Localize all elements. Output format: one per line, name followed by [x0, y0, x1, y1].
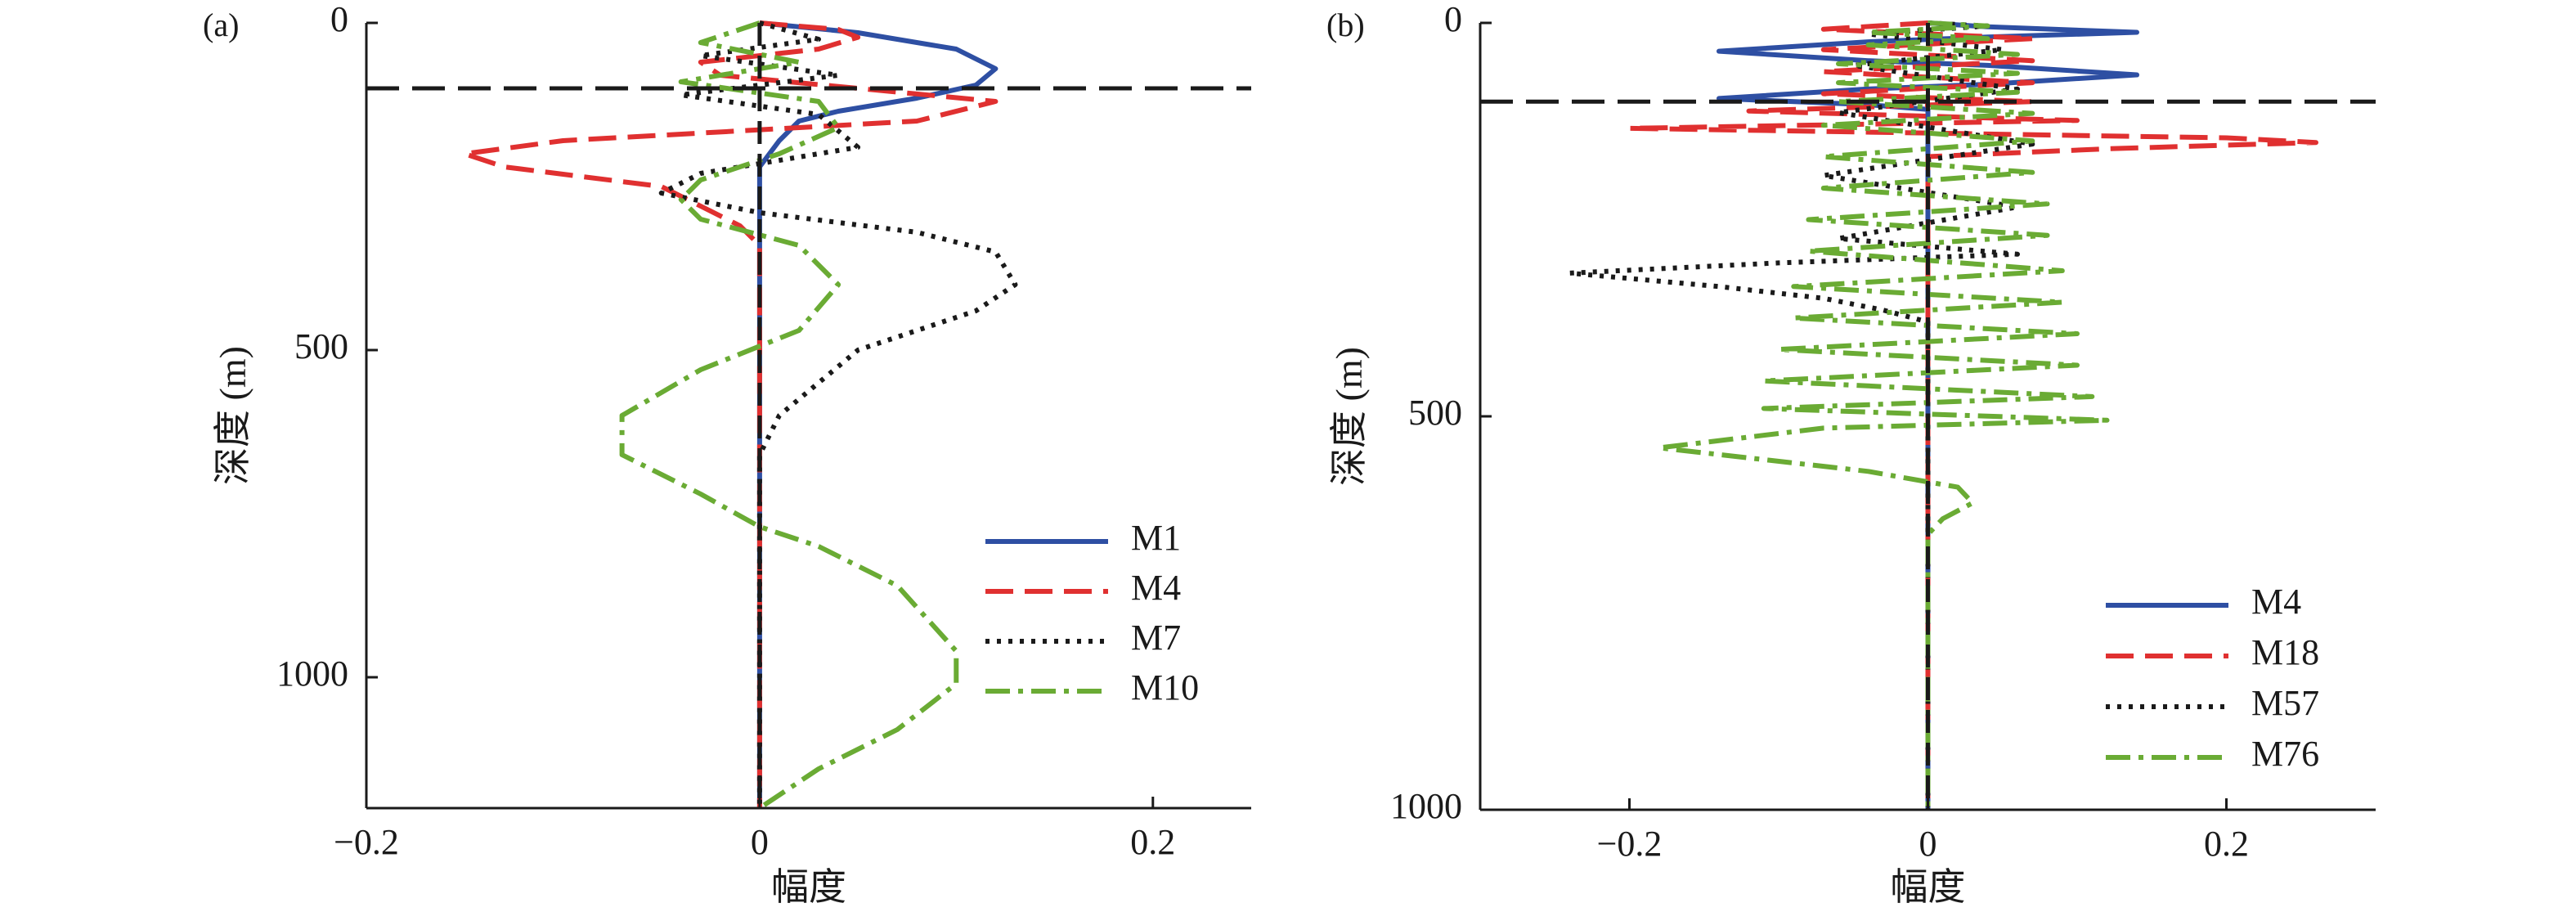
y-tick-label: 0: [330, 0, 348, 39]
series-line-m18: [1627, 20, 2318, 810]
x-tick-label: 0: [1919, 824, 1937, 864]
x-axis-label: 幅度: [1891, 866, 1966, 908]
series-line-m76: [1657, 20, 2110, 810]
x-tick-label: 0.2: [2204, 824, 2249, 864]
panel-b: 0 500 1000 −0.2 0 0.2 幅度 深度 (m) (b) M4 M18 M57 M76: [1326, 0, 2376, 908]
legend-label-m1: M1: [1131, 518, 1181, 558]
panel-a-axes: 0 500 1000 −0.2 0 0.2 幅度 深度 (m) (a): [203, 0, 1251, 908]
panel-label: (b): [1326, 7, 1365, 43]
x-tick-label: −0.2: [1597, 824, 1663, 864]
series-line-m57: [1567, 20, 2035, 810]
legend-label-m4: M4: [2251, 582, 2301, 622]
panel-a: 0 500 1000 −0.2 0 0.2 幅度 深度 (m) (a) M1 M4 M7 M10: [203, 0, 1251, 908]
legend-label-m7: M7: [1131, 618, 1181, 658]
legend-label-m76: M76: [2251, 734, 2319, 774]
series-line-m4: [462, 20, 999, 808]
legend-label-m57: M57: [2251, 683, 2319, 723]
panel-a-legend: M1 M4 M7 M10: [985, 518, 1199, 708]
panel-b-plot-area: [1480, 20, 2376, 810]
series-line-m1: [756, 20, 999, 808]
panel-a-plot-area: [366, 20, 1251, 811]
y-tick-label: 1000: [276, 654, 348, 694]
y-tick-label: 500: [1408, 393, 1462, 433]
y-axis-label: 深度 (m): [1328, 347, 1370, 486]
panel-b-axes: 0 500 1000 −0.2 0 0.2 幅度 深度 (m) (b): [1326, 0, 2376, 908]
series-line-m7: [658, 20, 1018, 808]
legend-label-m10: M10: [1131, 667, 1199, 708]
y-tick-label: 0: [1444, 0, 1462, 39]
x-axis-label: 幅度: [771, 866, 846, 908]
panel-b-legend: M4 M18 M57 M76: [2106, 582, 2319, 774]
series-line-m10: [619, 20, 959, 811]
legend-label-m18: M18: [2251, 632, 2319, 672]
legend-label-m4: M4: [1131, 568, 1181, 608]
y-axis-label: 深度 (m): [212, 346, 254, 485]
x-tick-label: 0: [751, 822, 769, 862]
y-tick-label: 500: [294, 326, 348, 366]
panel-label: (a): [203, 7, 239, 43]
x-tick-label: 0.2: [1130, 822, 1175, 862]
y-tick-label: 1000: [1390, 786, 1462, 826]
x-tick-label: −0.2: [334, 822, 399, 862]
